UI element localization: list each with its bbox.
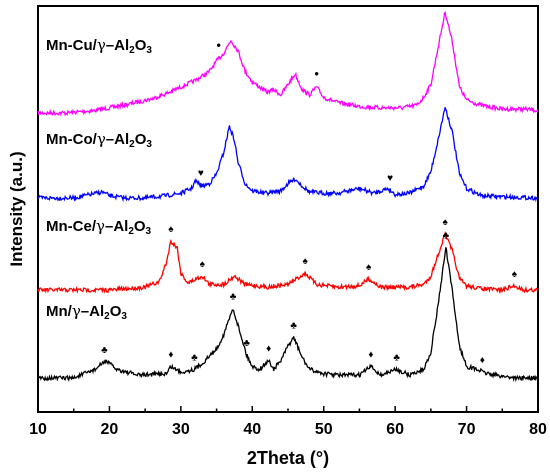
x-tick-label: 10 — [29, 421, 47, 438]
peak-marker-spade: ♠ — [442, 217, 448, 228]
peak-marker-club: ♣ — [230, 291, 237, 302]
peak-marker-club: ♣ — [191, 352, 198, 363]
peak-marker-spade: ♠ — [302, 256, 308, 267]
series-label-mn-co: Mn-Co/γ–Al2O3 — [46, 130, 152, 150]
plot-frame — [37, 5, 539, 413]
series-line-mn — [37, 247, 539, 383]
x-tick-label: 20 — [101, 421, 119, 438]
series-line-mn-co — [37, 107, 539, 203]
x-tick-label: 30 — [172, 421, 190, 438]
peak-marker-club: ♣ — [393, 352, 400, 363]
peak-marker-diamond: ♦ — [368, 349, 373, 360]
x-tick-label: 70 — [458, 421, 476, 438]
peak-markers: • • ♥ ♥ ♠ ♠ ♠ ♠ ♠ ♠ ♣ ♣ ♣ ♣ ♣ ♣ ♣ ♦ ♦ ♦ ♦ — [101, 38, 518, 367]
peak-marker-club: ♣ — [101, 345, 108, 356]
x-tick-label: 40 — [243, 421, 261, 438]
peak-marker-spade: ♠ — [200, 259, 206, 270]
peak-marker-spade: ♠ — [512, 269, 518, 280]
x-tick-label: 60 — [386, 421, 404, 438]
peak-marker-dot: • — [216, 38, 221, 53]
peak-marker-diamond: ♦ — [168, 349, 173, 360]
series-line-mn-cu — [37, 10, 539, 117]
peak-marker-heart: ♥ — [198, 168, 204, 179]
peak-marker-spade: ♠ — [366, 262, 372, 273]
series-label-mn-cu: Mn-Cu/γ–Al2O3 — [46, 36, 152, 56]
peak-marker-diamond: ♦ — [266, 344, 271, 355]
peak-marker-heart: ♥ — [387, 173, 393, 184]
peak-marker-club: ♣ — [443, 231, 450, 242]
x-axis-title: 2Theta (°) — [247, 448, 329, 468]
x-tick-label: 80 — [529, 421, 547, 438]
peak-marker-diamond: ♦ — [480, 355, 485, 366]
series-traces — [37, 10, 539, 383]
peak-marker-dot: • — [314, 66, 319, 81]
peak-marker-club: ♣ — [290, 320, 297, 331]
x-tick-label: 50 — [315, 421, 333, 438]
peak-marker-club: ♣ — [243, 338, 250, 349]
peak-marker-spade: ♠ — [168, 224, 174, 235]
series-label-mn-ce: Mn-Ce/γ–Al2O3 — [46, 217, 152, 237]
series-line-mn-ce — [37, 231, 539, 294]
series-label-mn: Mn/γ–Al2O3 — [46, 302, 127, 322]
x-axis-ticks: 10 20 30 40 50 60 70 80 — [29, 406, 547, 438]
y-axis-title: Intensity (a.u.) — [7, 151, 26, 266]
